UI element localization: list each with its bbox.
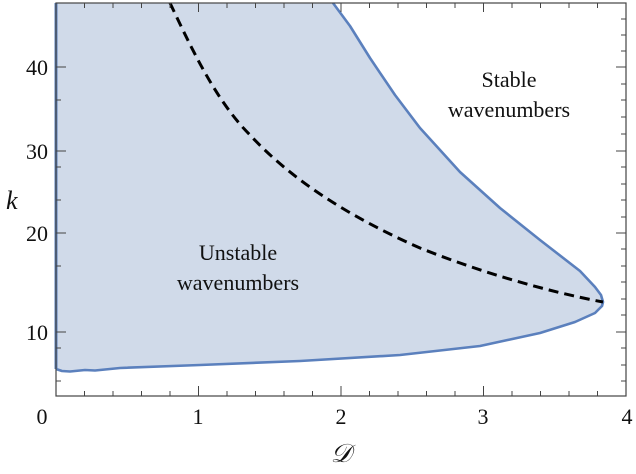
- unstable-label-line1: Unstable: [199, 240, 277, 265]
- x-tick-label: 3: [478, 404, 489, 429]
- x-ticks: [55, 3, 598, 396]
- x-tick-label: 2: [336, 404, 347, 429]
- x-tick-label: 1: [193, 404, 204, 429]
- stability-boundary-line: [55, 2, 605, 373]
- stable-label-line1: Stable: [482, 67, 537, 92]
- stable-label-line2: wavenumbers: [448, 97, 570, 122]
- unstable-region: [56, 3, 603, 371]
- x-axis-label: 𝒟: [331, 439, 356, 468]
- unstable-label-line2: wavenumbers: [177, 270, 299, 295]
- y-tick-label: 10: [26, 320, 48, 345]
- y-axis-label: k: [6, 186, 18, 215]
- x-tick-label: 0: [37, 404, 48, 429]
- y-tick-label: 20: [26, 221, 48, 246]
- most-unstable-dashed-line: [168, 2, 604, 304]
- y-ticks: [56, 18, 626, 382]
- y-tick-label: 30: [26, 139, 48, 164]
- y-tick-label: 40: [26, 55, 48, 80]
- x-tick-label: 4: [622, 404, 633, 429]
